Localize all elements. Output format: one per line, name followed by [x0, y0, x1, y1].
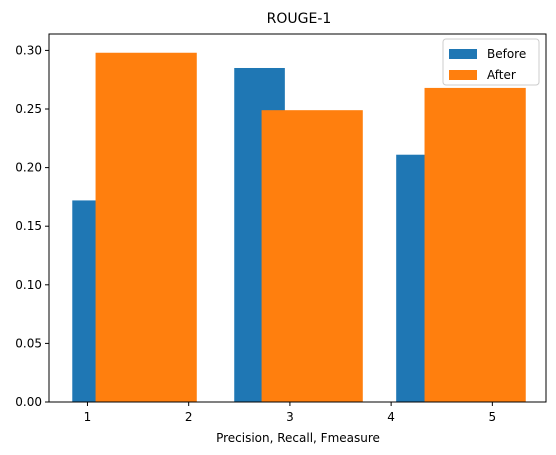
x-tick-label: 2 — [185, 410, 193, 424]
legend: Before After — [442, 38, 540, 86]
y-tick-label: 0.30 — [15, 43, 42, 57]
y-tick-label: 0.05 — [15, 336, 42, 350]
x-tick-label: 5 — [489, 410, 497, 424]
y-tick-label: 0.20 — [15, 161, 42, 175]
bars-layer — [72, 52, 526, 403]
y-axis-ticks: 0.00 0.05 0.10 0.15 0.20 0.25 0.30 — [15, 43, 49, 409]
x-axis-title: Precision, Recall, Fmeasure — [216, 431, 380, 445]
x-tick-label: 1 — [84, 410, 92, 424]
bar-after-3 — [424, 87, 526, 402]
y-tick-label: 0.15 — [15, 219, 42, 233]
x-tick-label: 4 — [387, 410, 395, 424]
plot-frame — [48, 33, 547, 403]
bar-after-1 — [95, 52, 197, 402]
legend-label-before: Before — [487, 47, 526, 61]
bar-after-2 — [261, 110, 363, 403]
legend-label-after: After — [487, 68, 516, 82]
legend-swatch-before — [449, 49, 477, 59]
legend-swatch-after — [449, 70, 477, 80]
x-axis-ticks: 1 2 3 4 5 — [84, 402, 497, 424]
x-tick-label: 3 — [286, 410, 294, 424]
y-tick-label: 0.10 — [15, 278, 42, 292]
y-tick-label: 0.00 — [15, 395, 42, 409]
chart-title: ROUGE-1 — [267, 11, 332, 27]
y-tick-label: 0.25 — [15, 102, 42, 116]
